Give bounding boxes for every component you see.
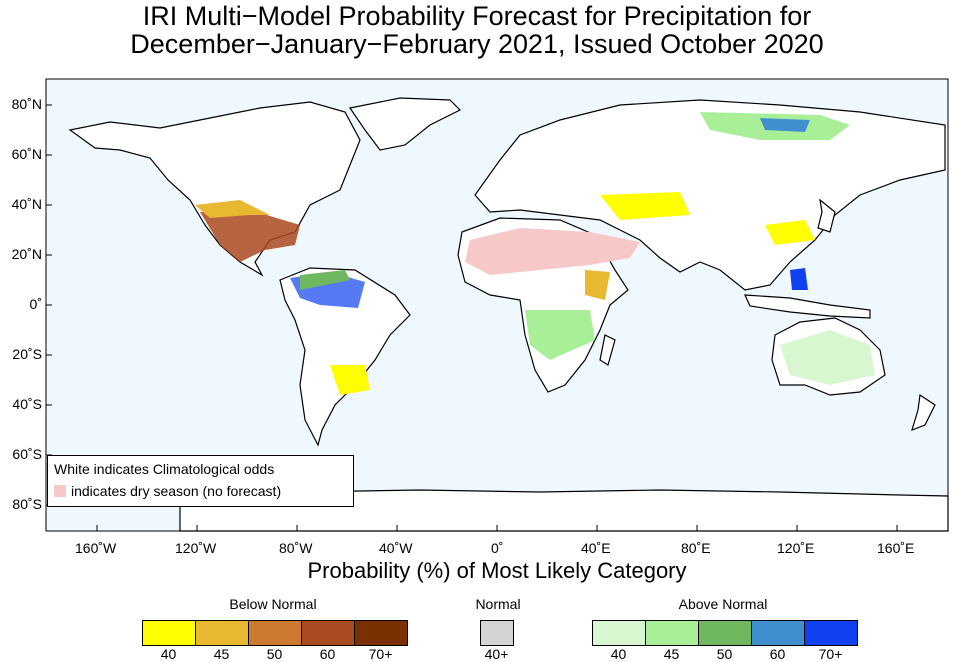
- lon-label-40w: 40˚W: [379, 540, 413, 556]
- above-normal-label: 45: [663, 646, 680, 662]
- lon-label-120e: 120˚E: [777, 540, 815, 556]
- map-title-line1: IRI Multi−Model Probability Forecast for…: [142, 1, 812, 31]
- map-title-line2: December−January−February 2021, Issued O…: [130, 29, 824, 59]
- above-normal-swatch-60: [752, 621, 805, 645]
- below-normal-mexico: [200, 210, 300, 262]
- climatological-odds-note: White indicates Climatological odds: [54, 461, 275, 477]
- antarctica-landmass: [179, 489, 949, 532]
- lat-label-20n: 20˚N: [11, 246, 42, 262]
- lat-label-80n: 80˚N: [11, 96, 42, 112]
- below-normal-east-china: [765, 220, 815, 245]
- lat-label-0: 0˚: [29, 296, 42, 312]
- normal-labels: 40+: [470, 646, 523, 662]
- lon-label-120w: 120˚W: [175, 540, 217, 556]
- below-normal-colorbar: [142, 620, 408, 646]
- below-normal-east-africa: [585, 270, 610, 300]
- below-normal-us-south: [195, 200, 270, 218]
- above-normal-label: 70+: [818, 646, 843, 662]
- normal-title: Normal: [475, 596, 521, 612]
- probability-axis-title: Probability (%) of Most Likely Category: [307, 558, 687, 583]
- below-normal-swatch-50: [249, 621, 302, 645]
- above-normal-title: Above Normal: [678, 596, 768, 612]
- above-normal-label: 40: [610, 646, 627, 662]
- below-normal-label: 40: [160, 646, 177, 662]
- below-normal-swatch-70: [355, 621, 407, 645]
- above-normal-philippines: [790, 268, 808, 290]
- dry-season-note: indicates dry season (no forecast): [54, 483, 281, 499]
- below-normal-middle-east: [600, 192, 690, 220]
- map-note-box: White indicates Climatological odds indi…: [47, 455, 354, 507]
- lat-label-60n: 60˚N: [11, 146, 42, 162]
- below-normal-label: 50: [266, 646, 283, 662]
- madagascar-island: [599, 334, 616, 366]
- lat-label-40s: 40˚S: [12, 396, 42, 412]
- above-normal-swatch-40: [593, 621, 646, 645]
- above-normal-southern-africa: [525, 310, 595, 360]
- below-normal-label: 60: [319, 646, 336, 662]
- normal-colorbar: [480, 620, 514, 646]
- lon-label-80e: 80˚E: [681, 540, 711, 556]
- lon-label-80w: 80˚W: [279, 540, 313, 556]
- dry-season-swatch: [54, 485, 66, 497]
- lat-label-40n: 40˚N: [11, 196, 42, 212]
- japan-islands: [817, 198, 836, 233]
- normal-label: 40+: [484, 646, 509, 662]
- below-normal-swatch-40: [143, 621, 196, 645]
- greenland-landmass: [348, 97, 462, 151]
- south-america-landmass: [279, 267, 411, 447]
- lon-label-160w: 160˚W: [75, 540, 117, 556]
- below-normal-title: Below Normal: [229, 596, 317, 612]
- below-normal-swatch-60: [302, 621, 355, 645]
- axis-ticks: [46, 104, 898, 531]
- above-normal-colorbar: [592, 620, 858, 646]
- above-normal-australia: [780, 330, 875, 385]
- above-normal-north-sa: [300, 270, 350, 290]
- above-normal-label: 60: [769, 646, 786, 662]
- below-normal-label: 70+: [368, 646, 393, 662]
- below-normal-swatch-45: [196, 621, 249, 645]
- above-normal-swatch-50: [699, 621, 752, 645]
- lon-label-0: 0˚: [491, 540, 504, 556]
- lat-label-60s: 60˚S: [12, 446, 42, 462]
- forecast-shading: [195, 112, 875, 395]
- new-zealand-islands: [911, 393, 936, 431]
- above-normal-label: 50: [716, 646, 733, 662]
- above-normal-swatch-45: [646, 621, 699, 645]
- normal-swatch-40: [481, 621, 513, 645]
- above-normal-swatch-70: [805, 621, 857, 645]
- dry-season-note-text: indicates dry season (no forecast): [71, 483, 282, 499]
- above-normal-arctic: [760, 118, 810, 132]
- dry-season-region: [465, 228, 640, 275]
- lat-label-20s: 20˚S: [12, 346, 42, 362]
- lon-label-160e: 160˚E: [877, 540, 915, 556]
- above-normal-labels: 40 45 50 60 70+: [592, 646, 857, 662]
- below-normal-labels: 40 45 50 60 70+: [142, 646, 407, 662]
- lon-label-40e: 40˚E: [581, 540, 611, 556]
- below-normal-argentina: [330, 365, 370, 395]
- below-normal-label: 45: [213, 646, 230, 662]
- indonesia-islands: [744, 294, 871, 319]
- lat-label-80s: 80˚S: [12, 496, 42, 512]
